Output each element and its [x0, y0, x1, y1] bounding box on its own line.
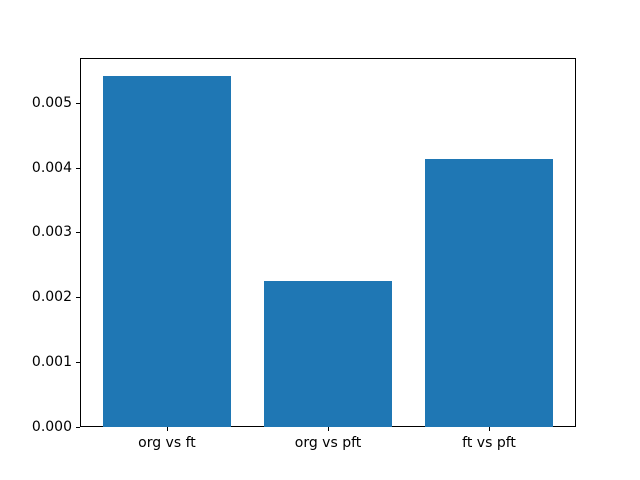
y-tick-label: 0.003 — [31, 224, 72, 241]
y-tick-label: 0.001 — [31, 354, 72, 371]
bar-2 — [263, 281, 393, 427]
x-tick-label: org vs pft — [294, 435, 362, 451]
x-tick-mark — [328, 427, 329, 431]
y-tick-mark — [76, 102, 80, 104]
x-tick-mark — [489, 427, 491, 431]
y-tick-label: 0.002 — [31, 289, 72, 306]
x-tick-label: ft vs pft — [462, 435, 516, 451]
bar-3 — [424, 159, 554, 427]
bar-1 — [102, 75, 232, 427]
y-tick-label: 0.005 — [31, 94, 72, 111]
y-tick-mark — [76, 427, 80, 428]
y-tick-mark — [76, 232, 80, 234]
y-tick-label: 0.004 — [31, 159, 72, 176]
y-tick-label: 0.000 — [31, 419, 72, 435]
y-tick-mark — [76, 297, 80, 299]
y-tick-mark — [76, 167, 80, 169]
x-tick-mark — [166, 427, 168, 431]
x-tick-label: org vs ft — [138, 435, 196, 451]
y-tick-mark — [76, 362, 80, 364]
